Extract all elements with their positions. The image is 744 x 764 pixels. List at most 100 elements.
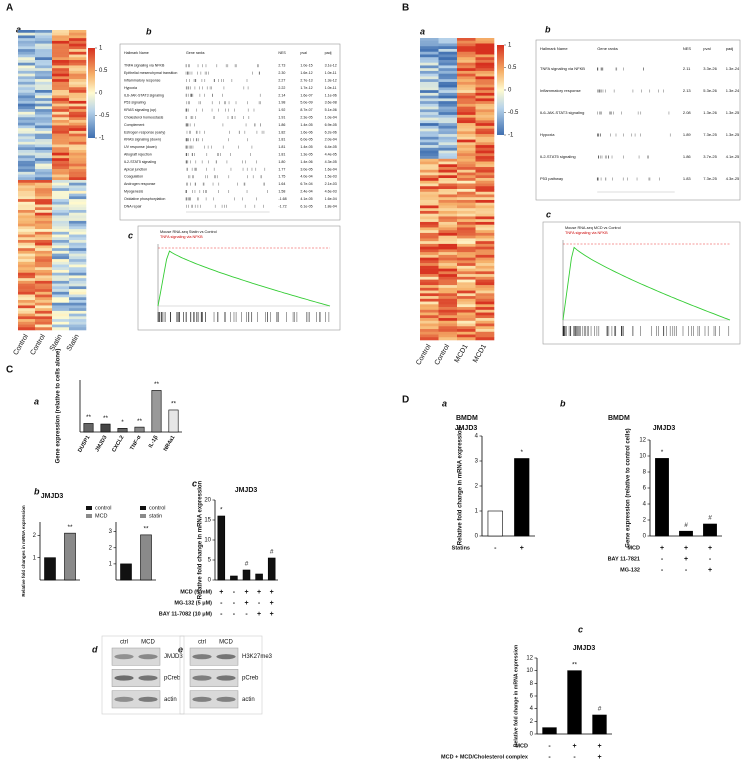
heatmap-cell (420, 46, 439, 50)
heatmap-cell (18, 201, 36, 205)
heatmap-cell (69, 163, 87, 167)
heatmap-cell (475, 81, 495, 85)
condition-label: MCD (5 mM) (180, 589, 212, 595)
heatmap-cell (52, 302, 70, 306)
heatmap-cell (420, 219, 439, 223)
heatmap-cell (438, 54, 458, 58)
heatmap-cell (69, 256, 87, 260)
heatmap-cell (18, 305, 36, 309)
heatmap-cell (457, 79, 476, 83)
heatmap-cell (457, 326, 476, 330)
heatmap-cell (420, 87, 439, 91)
heatmap-cell (457, 241, 476, 245)
heatmap-cell (69, 111, 87, 115)
table-cell: 8.7e-07 (300, 108, 312, 112)
heatmap-cell (475, 296, 495, 300)
heatmap-cell (69, 133, 87, 137)
heatmap-cell (420, 68, 439, 72)
heatmap-cell (18, 210, 36, 214)
heatmap-cell (457, 87, 476, 91)
heatmap-cell (475, 106, 495, 110)
heatmap-cell (438, 257, 458, 261)
condition-sign: + (270, 600, 274, 607)
enrichment-curve (157, 250, 331, 307)
heatmap-cell (420, 178, 439, 182)
heatmap-cell (438, 183, 458, 187)
heatmap-cell (457, 334, 476, 338)
legend-label: MCD (95, 513, 108, 519)
table-cell: 1.3e-24 (726, 88, 740, 93)
heatmap-cell (18, 147, 36, 151)
heatmap-cell (420, 73, 439, 77)
heatmap-cell (35, 73, 53, 77)
heatmap-cell (420, 249, 439, 253)
enrichment-curve (562, 246, 731, 321)
heatmap-cell (52, 147, 70, 151)
heatmap-cell (475, 315, 495, 319)
heatmap-cell (52, 136, 70, 140)
heatmap-cell (18, 114, 36, 118)
heatmap-cell (420, 268, 439, 272)
heatmap-cell (18, 35, 36, 39)
table-cell: 2.4e-04 (300, 189, 312, 193)
heatmap-cell (18, 289, 36, 293)
heatmap-cell (475, 320, 495, 324)
heatmap-cell (69, 70, 87, 74)
heatmap-cell (475, 265, 495, 269)
heatmap-cell (69, 283, 87, 287)
heatmap-cell (457, 238, 476, 242)
condition-sign: - (233, 611, 236, 618)
table-cell: Androgen response (124, 182, 155, 186)
heatmap-cell (35, 297, 53, 301)
heatmap-cell (52, 229, 70, 233)
y-tick-label: 2 (530, 719, 534, 725)
heatmap-cell (18, 73, 36, 77)
heatmap-cell (52, 120, 70, 124)
heatmap-cell (52, 79, 70, 83)
heatmap-cell (420, 79, 439, 83)
colorbar (497, 45, 504, 135)
heatmap-cell (438, 158, 458, 162)
panel-label: c (578, 624, 583, 634)
heatmap-cell (475, 298, 495, 302)
condition-sign: - (245, 611, 248, 618)
heatmap-cell (420, 202, 439, 206)
heatmap-cell (69, 212, 87, 216)
heatmap-cell (475, 43, 495, 47)
condition-sign: + (219, 589, 223, 596)
heatmap-cell (475, 180, 495, 184)
heatmap-cell (475, 90, 495, 94)
table-cell: KRAS signaling (down) (124, 138, 161, 142)
heatmap-cell (18, 46, 36, 50)
heatmap-cell (457, 232, 476, 236)
heatmap-cell (52, 270, 70, 274)
heatmap-cell (475, 199, 495, 204)
bar (592, 714, 607, 735)
condition-sign: + (660, 545, 664, 552)
heatmap-cell (18, 49, 36, 53)
table-cell: IL2-STAT5 signaling (124, 160, 156, 164)
condition-sign: - (661, 556, 664, 563)
heatmap-cell (457, 279, 476, 283)
bar (267, 557, 276, 581)
heatmap-cell (69, 272, 87, 276)
heatmap-cell (52, 90, 70, 94)
heatmap-cell (438, 265, 458, 269)
heatmap-cell (475, 334, 495, 338)
table-cell: 1.98 (278, 101, 285, 105)
heatmap-cell (69, 166, 87, 170)
heatmap-cell (69, 51, 87, 55)
bar (242, 569, 251, 581)
panel-label: e (178, 644, 183, 654)
heatmap-cell (438, 301, 458, 305)
heatmap-cell (420, 271, 439, 275)
heatmap-cell (457, 101, 476, 105)
heatmap-cell (52, 133, 70, 137)
heatmap-cell (475, 227, 495, 231)
band-label: JMJD3 (164, 654, 183, 660)
heatmap-cell (69, 286, 87, 290)
blot-band (138, 675, 158, 681)
heatmap-cell (18, 294, 36, 298)
heatmap-cell (475, 59, 495, 64)
heatmap-cell (457, 189, 476, 193)
